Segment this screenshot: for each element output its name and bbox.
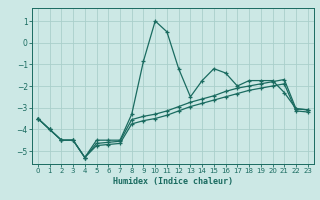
X-axis label: Humidex (Indice chaleur): Humidex (Indice chaleur) (113, 177, 233, 186)
